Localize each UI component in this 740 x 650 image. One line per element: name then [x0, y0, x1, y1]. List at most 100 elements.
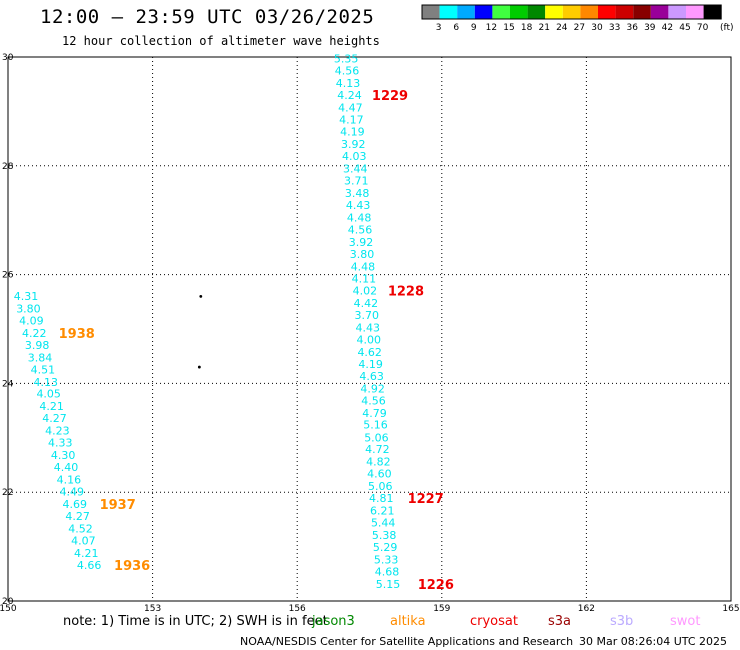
- wave-height-value: 5.06: [368, 480, 393, 493]
- wave-height-value: 4.82: [366, 456, 391, 469]
- wave-height-value: 5.38: [372, 529, 397, 542]
- scale-swatch: [457, 5, 475, 19]
- scale-swatch: [598, 5, 616, 19]
- lon-tick-label: 159: [433, 604, 450, 614]
- wave-height-value: 5.33: [374, 554, 399, 567]
- lon-tick-label: 153: [144, 604, 161, 614]
- wave-height-value: 3.80: [350, 248, 375, 261]
- pass-time-label: 1229: [372, 89, 408, 104]
- credit-line: NOAA/NESDIS Center for Satellite Applica…: [240, 635, 573, 648]
- wave-height-value: 4.56: [335, 65, 360, 78]
- wave-height-value: 4.21: [74, 547, 99, 560]
- wave-height-value: 4.22: [22, 327, 47, 340]
- wave-height-value: 4.31: [14, 290, 39, 303]
- map-subtitle: 12 hour collection of altimeter wave hei…: [62, 34, 380, 48]
- wave-height-value: 4.02: [353, 284, 378, 297]
- wave-height-value: 4.52: [68, 523, 93, 536]
- wave-height-value: 5.35: [334, 53, 359, 66]
- wave-height-value: 4.47: [338, 102, 363, 115]
- wave-height-value: 4.79: [362, 407, 387, 420]
- wave-height-value: 4.43: [346, 199, 371, 212]
- scale-tick-label: 45: [679, 23, 690, 33]
- satellite-legend-swot: swot: [670, 614, 700, 629]
- wave-height-value: 4.69: [62, 498, 87, 511]
- scale-swatch: [422, 5, 440, 19]
- scale-border: [421, 4, 722, 20]
- lon-tick-label: 150: [0, 604, 17, 614]
- wave-height-value: 4.24: [337, 89, 362, 102]
- wave-height-value: 3.92: [341, 138, 366, 151]
- wave-height-value: 4.62: [357, 346, 382, 359]
- wave-height-value: 4.48: [351, 260, 376, 273]
- scale-swatch: [668, 5, 686, 19]
- wave-height-value: 4.05: [36, 388, 61, 401]
- pass-time-label: 1938: [59, 327, 95, 342]
- wave-height-value: 4.49: [60, 486, 85, 499]
- scale-swatch: [633, 5, 651, 19]
- wave-height-value: 3.84: [28, 351, 53, 364]
- wave-height-value: 4.00: [356, 333, 381, 346]
- wave-height-value: 5.06: [364, 431, 389, 444]
- island-dot: [199, 294, 203, 298]
- scale-swatch: [650, 5, 669, 19]
- wave-height-value: 5.16: [363, 419, 388, 432]
- satellite-legend-s3a: s3a: [548, 614, 571, 629]
- wave-height-value: 4.19: [340, 126, 365, 139]
- wave-height-value: 4.92: [360, 382, 385, 395]
- wave-height-value: 4.19: [358, 358, 383, 371]
- scale-swatch: [703, 5, 722, 19]
- satellite-legend-s3b: s3b: [610, 614, 633, 629]
- scale-swatch: [527, 5, 546, 19]
- scale-swatch: [545, 5, 563, 19]
- wave-height-value: 3.92: [349, 236, 374, 249]
- scale-tick-label: 21: [538, 23, 549, 33]
- scale-tick-label: 3: [436, 23, 442, 33]
- lat-tick-label: 22: [2, 488, 13, 498]
- scale-tick-label: 70: [697, 23, 709, 33]
- scale-tick-label: 39: [644, 23, 656, 33]
- wave-height-value: 4.51: [31, 363, 56, 376]
- scale-swatch: [615, 5, 634, 19]
- wave-height-value: 4.17: [339, 114, 364, 127]
- scale-swatch: [580, 5, 598, 19]
- scale-tick-label: 30: [591, 23, 603, 33]
- map-frame: [7, 56, 732, 602]
- wave-height-value: 4.72: [365, 443, 390, 456]
- scale-tick-label: 12: [486, 23, 497, 33]
- wave-height-value: 6.21: [370, 505, 395, 518]
- wave-height-value: 4.13: [34, 376, 59, 389]
- scale-swatch: [474, 5, 493, 19]
- wave-height-value: 4.33: [48, 437, 72, 450]
- wave-height-value: 4.03: [342, 150, 367, 163]
- wave-height-value: 4.27: [65, 510, 90, 523]
- scale-tick-label: 18: [521, 23, 533, 33]
- wave-height-value: 3.98: [25, 339, 50, 352]
- wave-height-value: 3.70: [355, 309, 380, 322]
- scale-tick-label: 9: [471, 23, 477, 33]
- wave-height-value: 5.29: [373, 541, 398, 554]
- scale-unit-label: (ft): [720, 23, 734, 33]
- wave-height-value: 4.43: [356, 321, 381, 334]
- wave-height-value: 4.30: [51, 449, 75, 462]
- wave-height-color-scale: 3 6 9 12 15 18 21 24 27 30 33 36 39 42 45 70 (ft): [421, 4, 734, 33]
- wave-height-value: 3.71: [344, 174, 369, 187]
- pass-time-label: 1228: [388, 284, 424, 299]
- wave-height-value: 4.23: [45, 425, 70, 438]
- lat-tick-label: 20: [2, 597, 14, 607]
- lat-tick-label: 30: [2, 53, 14, 63]
- lat-tick-label: 26: [2, 271, 14, 281]
- wave-height-value: 4.27: [42, 412, 67, 425]
- scale-tick-label: 27: [574, 23, 585, 33]
- wave-height-value: 4.66: [77, 559, 102, 572]
- lon-tick-label: 162: [578, 604, 595, 614]
- pass-time-label: 1227: [408, 492, 444, 507]
- wave-height-value: 4.68: [375, 566, 400, 579]
- satellite-legend-jason3: jason3: [311, 614, 355, 629]
- pass-time-label: 1226: [418, 578, 454, 593]
- scale-swatch: [492, 5, 510, 19]
- wave-height-value: 5.44: [371, 517, 396, 530]
- scale-tick-label: 42: [662, 23, 673, 33]
- wave-height-value: 3.48: [345, 187, 370, 200]
- pass-time-label: 1936: [114, 559, 150, 574]
- wave-height-value: 4.48: [347, 211, 372, 224]
